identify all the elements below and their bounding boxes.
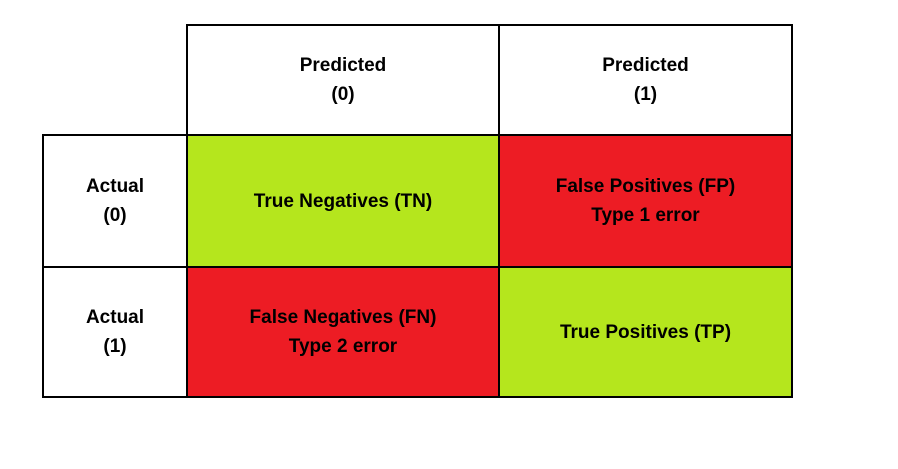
column-header-class: (0) [331,84,355,105]
cell-true-negatives: True Negatives (TN) [186,134,500,268]
column-header-predicted-1: Predicted (1) [498,24,793,136]
cell-label: False Positives (FP) [555,176,736,197]
row-header-label: Actual [85,176,145,197]
cell-false-positives: False Positives (FP) Type 1 error [498,134,793,268]
row-header-actual-0: Actual (0) [42,134,188,268]
row-header-class: (0) [103,205,127,226]
column-header-label: Predicted [602,55,689,76]
column-header-label: Predicted [299,55,387,76]
cell-error-type: Type 1 error [591,205,700,226]
cell-true-positives: True Positives (TP) [498,266,793,398]
cell-label: False Negatives (FN) [249,307,437,328]
cell-false-negatives: False Negatives (FN) Type 2 error [186,266,500,398]
column-header-class: (1) [633,84,658,105]
row-header-class: (1) [103,336,127,357]
cell-label: True Negatives (TN) [253,190,433,212]
column-header-predicted-0: Predicted (0) [186,24,500,136]
row-header-actual-1: Actual (1) [42,266,188,398]
cell-label: True Positives (TP) [559,321,732,343]
cell-error-type: Type 2 error [288,336,398,357]
row-header-label: Actual [85,307,145,328]
